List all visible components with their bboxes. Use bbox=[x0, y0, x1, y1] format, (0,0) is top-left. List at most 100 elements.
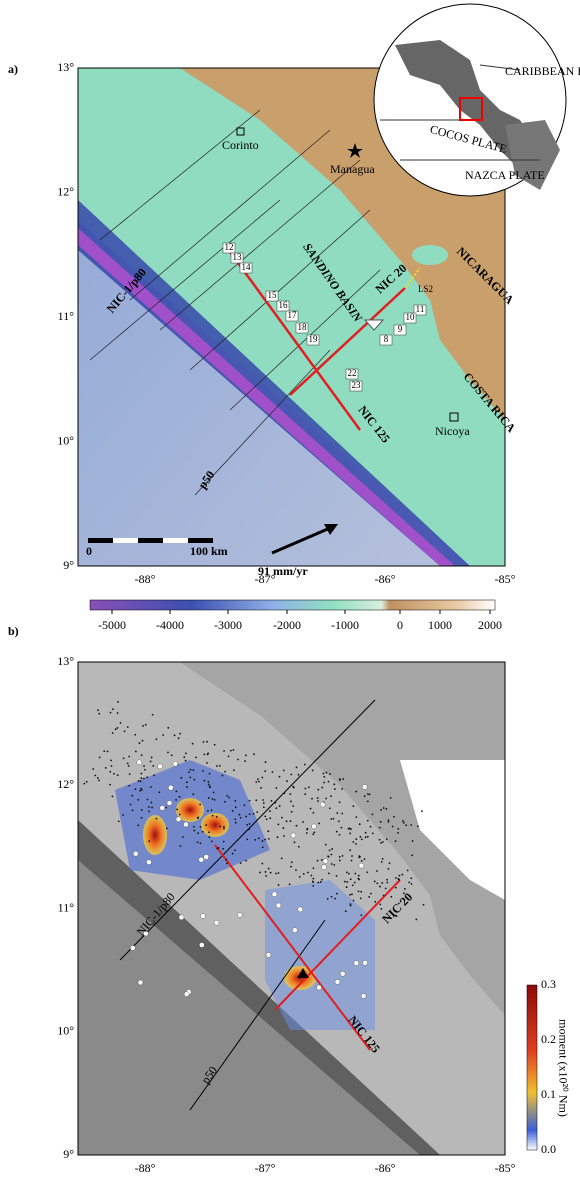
station-label: 12 bbox=[225, 242, 234, 252]
seismicity-dot bbox=[232, 810, 234, 812]
seismicity-dot bbox=[376, 870, 378, 872]
seismicity-dot bbox=[192, 769, 194, 771]
seismicity-dot bbox=[395, 840, 397, 842]
seismicity-dot bbox=[385, 808, 387, 810]
seismicity-dot bbox=[386, 882, 388, 884]
seismicity-dot bbox=[197, 817, 199, 819]
station-label: 8 bbox=[384, 334, 389, 344]
seismicity-dot bbox=[376, 882, 378, 884]
aftershock bbox=[363, 960, 368, 965]
colorbar-tick-label: 0.0 bbox=[541, 1142, 556, 1156]
seismicity-dot bbox=[402, 820, 404, 822]
seismicity-dot bbox=[186, 786, 188, 788]
seismicity-dot bbox=[246, 839, 248, 841]
seismicity-dot bbox=[162, 734, 164, 736]
panel-label: b) bbox=[8, 624, 19, 638]
seismicity-dot bbox=[150, 786, 152, 788]
seismicity-dot bbox=[307, 872, 309, 874]
aftershock bbox=[146, 860, 151, 865]
seismicity-dot bbox=[379, 903, 381, 905]
lat-label: 11° bbox=[58, 309, 75, 323]
seismicity-dot bbox=[410, 877, 412, 879]
seismicity-dot bbox=[296, 825, 298, 827]
seismicity-dot bbox=[207, 754, 209, 756]
seismicity-dot bbox=[110, 712, 112, 714]
seismicity-dot bbox=[208, 783, 210, 785]
seismicity-dot bbox=[278, 872, 280, 874]
seismicity-dot bbox=[294, 841, 296, 843]
aftershock bbox=[266, 952, 271, 957]
colorbar-tick-label: 0 bbox=[397, 618, 403, 632]
seismicity-dot bbox=[183, 756, 185, 758]
seismicity-dot bbox=[207, 781, 209, 783]
scale-label: 0 bbox=[86, 544, 92, 558]
seismicity-dot bbox=[195, 757, 197, 759]
seismicity-dot bbox=[131, 795, 133, 797]
seismicity-dot bbox=[333, 783, 335, 785]
seismicity-dot bbox=[208, 836, 210, 838]
seismicity-dot bbox=[208, 831, 210, 833]
seismicity-dot bbox=[336, 831, 338, 833]
seismicity-dot bbox=[156, 818, 158, 820]
aftershock bbox=[359, 863, 364, 868]
seismicity-dot bbox=[211, 809, 213, 811]
scale-bar bbox=[163, 538, 188, 543]
seismicity-dot bbox=[190, 769, 192, 771]
lon-label: -88° bbox=[135, 1161, 156, 1175]
seismicity-dot bbox=[403, 822, 405, 824]
aftershock bbox=[317, 985, 322, 990]
seismicity-dot bbox=[127, 762, 129, 764]
seismicity-dot bbox=[128, 785, 130, 787]
lat-label: 12° bbox=[57, 184, 74, 198]
seismicity-dot bbox=[135, 788, 137, 790]
seismicity-dot bbox=[182, 836, 184, 838]
moment-high bbox=[143, 815, 167, 855]
seismicity-dot bbox=[178, 737, 180, 739]
seismicity-dot bbox=[341, 813, 343, 815]
seismicity-dot bbox=[265, 875, 267, 877]
seismicity-dot bbox=[140, 780, 142, 782]
seismicity-dot bbox=[388, 819, 390, 821]
seismicity-dot bbox=[235, 806, 237, 808]
aftershock bbox=[320, 802, 325, 807]
aftershock bbox=[323, 859, 328, 864]
seismicity-dot bbox=[401, 874, 403, 876]
seismicity-dot bbox=[370, 826, 372, 828]
seismicity-dot bbox=[222, 848, 224, 850]
seismicity-dot bbox=[197, 841, 199, 843]
seismicity-dot bbox=[350, 878, 352, 880]
seismicity-dot bbox=[214, 799, 216, 801]
scale-bar bbox=[88, 538, 113, 543]
seismicity-dot bbox=[361, 838, 363, 840]
seismicity-dot bbox=[225, 859, 227, 861]
seismicity-dot bbox=[374, 881, 376, 883]
seismicity-dot bbox=[143, 765, 145, 767]
seismicity-dot bbox=[359, 823, 361, 825]
seismicity-dot bbox=[381, 861, 383, 863]
seismicity-dot bbox=[110, 759, 112, 761]
seismicity-dot bbox=[310, 875, 312, 877]
seismicity-dot bbox=[216, 765, 218, 767]
seismicity-dot bbox=[260, 787, 262, 789]
seismicity-dot bbox=[212, 815, 214, 817]
colorbar-tick-label: -4000 bbox=[156, 618, 184, 632]
seismicity-dot bbox=[275, 873, 277, 875]
seismicity-dot bbox=[317, 800, 319, 802]
seismicity-dot bbox=[317, 789, 319, 791]
seismicity-dot bbox=[313, 831, 315, 833]
lon-label: -86° bbox=[375, 572, 396, 586]
aftershock bbox=[184, 992, 189, 997]
seismicity-dot bbox=[138, 780, 140, 782]
seismicity-dot bbox=[246, 824, 248, 826]
lake bbox=[412, 245, 448, 265]
seismicity-dot bbox=[281, 817, 283, 819]
seismicity-dot bbox=[268, 868, 270, 870]
map-b bbox=[78, 662, 505, 1155]
seismicity-dot bbox=[165, 807, 167, 809]
seismicity-dot bbox=[261, 863, 263, 865]
seismicity-dot bbox=[392, 826, 394, 828]
seismicity-dot bbox=[122, 814, 124, 816]
aftershock bbox=[340, 971, 345, 976]
seismicity-dot bbox=[374, 901, 376, 903]
seismicity-dot bbox=[148, 806, 150, 808]
